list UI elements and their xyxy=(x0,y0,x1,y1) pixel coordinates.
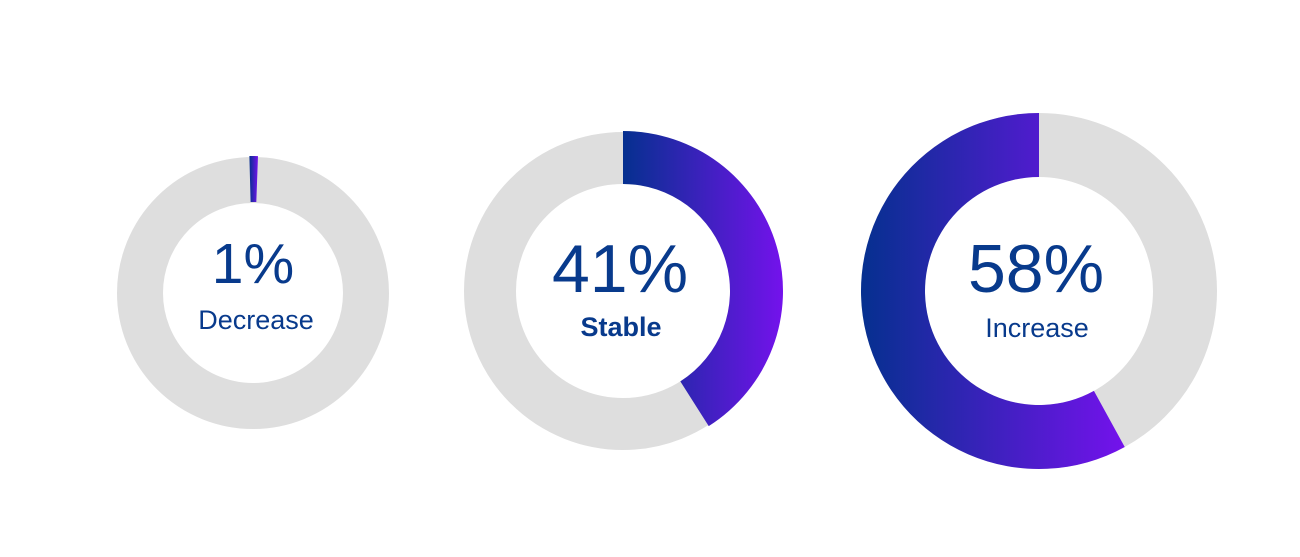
donut-value-stable: 41% xyxy=(552,231,688,307)
donut-label-increase: Increase xyxy=(985,313,1089,343)
donut-value-increase: 58% xyxy=(968,231,1104,307)
donut-value-decrease: 1% xyxy=(212,232,294,296)
donut-label-decrease: Decrease xyxy=(198,305,314,335)
donut-stable: 41% Stable xyxy=(464,131,783,450)
donut-segment-stable xyxy=(623,131,783,427)
donut-segment-decrease xyxy=(249,156,258,203)
donut-label-stable: Stable xyxy=(580,312,661,342)
donut-segment-increase xyxy=(861,113,1125,469)
donut-increase: 58% Increase xyxy=(861,113,1217,469)
donut-decrease: 1% Decrease xyxy=(117,156,389,429)
